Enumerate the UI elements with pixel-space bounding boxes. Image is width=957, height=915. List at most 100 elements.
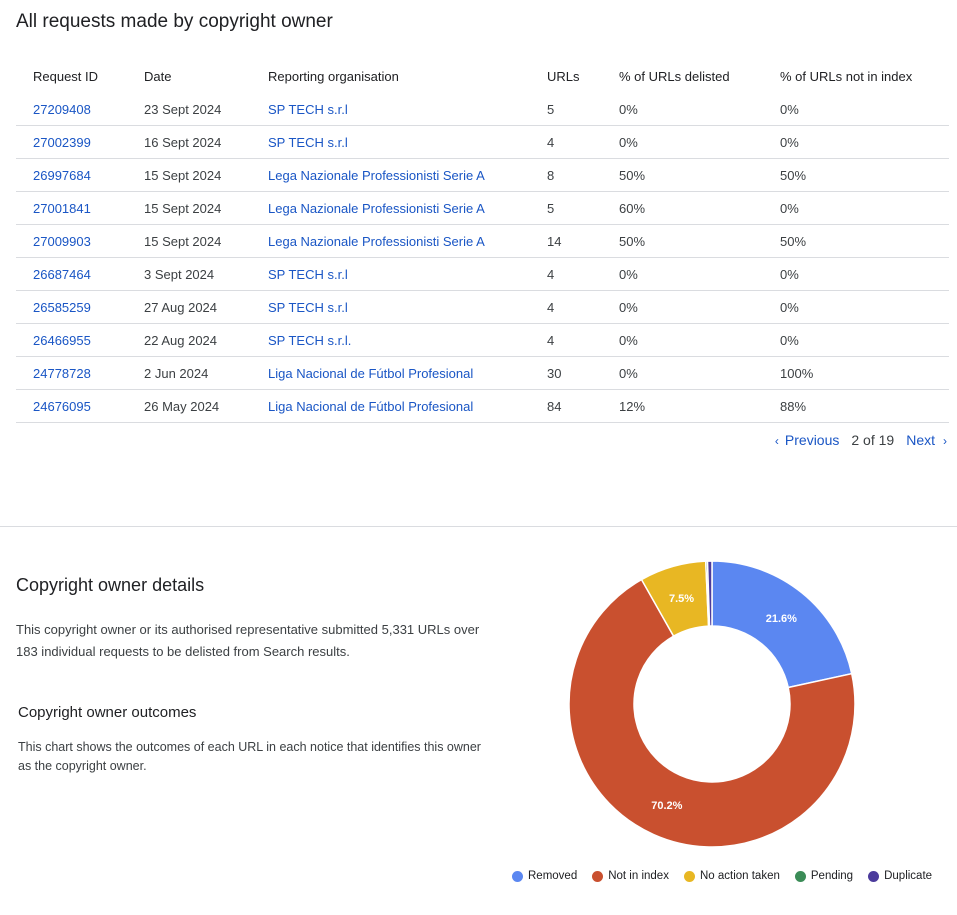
chevron-left-icon: ‹ [774, 434, 779, 448]
slice-label: 7.5% [669, 593, 694, 605]
request-id-link[interactable]: 27001841 [33, 200, 91, 216]
not-in-index-cell: 0% [780, 290, 949, 324]
next-button[interactable]: Next › [906, 432, 947, 448]
request-id-cell: 24778728 [16, 356, 144, 390]
legend-item[interactable]: Removed [512, 870, 577, 882]
date-cell: 15 Sept 2024 [144, 224, 268, 258]
column-header-delisted: % of URLs delisted [619, 69, 730, 84]
organisation-link[interactable]: SP TECH s.r.l [268, 101, 348, 117]
organisation-link[interactable]: Lega Nazionale Professionisti Serie A [268, 167, 485, 183]
delisted-cell: 12% [619, 389, 780, 423]
legend-item[interactable]: Duplicate [868, 870, 932, 882]
request-id-link[interactable]: 24778728 [33, 365, 91, 381]
slice-duplicate[interactable] [706, 560, 713, 627]
legend-item[interactable]: Not in index [592, 870, 669, 882]
table-header-row: Request ID Date Reporting organisation U… [16, 60, 949, 93]
organisation-cell: SP TECH s.r.l. [268, 323, 547, 357]
organisation-cell: Lega Nazionale Professionisti Serie A [268, 158, 547, 192]
request-id-cell: 27002399 [16, 125, 144, 159]
details-title: Copyright owner details [16, 575, 205, 595]
legend-dot-icon [794, 870, 806, 882]
organisation-cell: Liga Nacional de Fútbol Profesional [268, 389, 547, 423]
outcomes-donut-chart: 21.6% 70.2% 7.5% [568, 560, 856, 848]
organisation-link[interactable]: SP TECH s.r.l [268, 266, 348, 282]
date-cell: 2 Jun 2024 [144, 356, 268, 390]
not-in-index-cell: 100% [780, 356, 949, 390]
delisted-cell: 0% [619, 257, 780, 291]
column-header-urls: URLs [547, 69, 580, 84]
urls-cell: 5 [547, 93, 619, 126]
organisation-link[interactable]: SP TECH s.r.l. [268, 332, 352, 348]
urls-cell: 4 [547, 257, 619, 291]
request-id-cell: 27209408 [16, 93, 144, 126]
request-id-link[interactable]: 24676095 [33, 398, 91, 414]
urls-cell: 5 [547, 191, 619, 225]
slice-label: 70.2% [651, 800, 682, 812]
organisation-link[interactable]: Lega Nazionale Professionisti Serie A [268, 200, 485, 216]
organisation-link[interactable]: Lega Nazionale Professionisti Serie A [268, 233, 485, 249]
table-row: 26997684 15 Sept 2024 Lega Nazionale Profe… [16, 158, 949, 192]
delisted-cell: 50% [619, 224, 780, 258]
date-cell: 15 Sept 2024 [144, 158, 268, 192]
legend-item[interactable]: Pending [794, 870, 853, 882]
request-id-cell: 24676095 [16, 389, 144, 423]
request-id-link[interactable]: 27209408 [33, 101, 91, 117]
urls-cell: 4 [547, 323, 619, 357]
legend-label: Removed [528, 870, 578, 882]
date-cell: 27 Aug 2024 [144, 290, 268, 324]
table-row: 24778728 2 Jun 2024 Liga Nacional de Fútbo… [16, 356, 949, 390]
date-cell: 15 Sept 2024 [144, 191, 268, 225]
organisation-cell: Liga Nacional de Fútbol Profesional [268, 356, 547, 390]
request-id-link[interactable]: 27002399 [33, 134, 91, 150]
organisation-cell: SP TECH s.r.l [268, 125, 547, 159]
legend-dot-icon [512, 870, 523, 882]
column-header-organisation: Reporting organisation [268, 69, 399, 84]
urls-cell: 8 [547, 158, 619, 192]
legend-item[interactable]: No action taken [683, 870, 780, 882]
organisation-link[interactable]: SP TECH s.r.l [268, 134, 348, 150]
organisation-link[interactable]: SP TECH s.r.l [268, 299, 348, 315]
table-row: 27002399 16 Sept 2024 SP TECH s.r.l 4 0% 0% [16, 125, 949, 159]
request-id-link[interactable]: 26687464 [33, 266, 91, 282]
legend-dot-icon [868, 870, 880, 882]
requests-table: Request ID Date Reporting organisation U… [16, 60, 949, 423]
date-cell: 26 May 2024 [144, 389, 268, 423]
request-id-link[interactable]: 26997684 [33, 167, 91, 183]
next-label: Next [906, 432, 935, 448]
delisted-cell: 0% [619, 93, 780, 126]
organisation-cell: SP TECH s.r.l [268, 93, 547, 126]
column-header-request-id: Request ID [33, 69, 99, 84]
urls-cell: 14 [547, 224, 619, 258]
slice-not-in-index[interactable] [568, 578, 856, 848]
delisted-cell: 0% [619, 125, 780, 159]
urls-cell: 4 [547, 125, 619, 159]
request-id-cell: 26997684 [16, 158, 144, 192]
organisation-cell: Lega Nazionale Professionisti Serie A [268, 224, 547, 258]
request-id-link[interactable]: 27009903 [33, 233, 91, 249]
organisation-link[interactable]: Liga Nacional de Fútbol Profesional [268, 365, 474, 381]
date-cell: 22 Aug 2024 [144, 323, 268, 357]
previous-button[interactable]: ‹ Previous [775, 432, 839, 448]
table-row: 26466955 22 Aug 2024 SP TECH s.r.l. 4 0% 0% [16, 323, 949, 357]
outcomes-text: This chart shows the outcomes of each UR… [18, 740, 481, 773]
table-row: 26585259 27 Aug 2024 SP TECH s.r.l 4 0% 0% [16, 290, 949, 324]
request-id-link[interactable]: 26585259 [33, 299, 91, 315]
table-row: 24676095 26 May 2024 Liga Nacional de Fútb… [16, 389, 949, 423]
date-cell: 3 Sept 2024 [144, 257, 268, 291]
organisation-link[interactable]: Liga Nacional de Fútbol Profesional [268, 398, 474, 414]
urls-cell: 4 [547, 290, 619, 324]
not-in-index-cell: 0% [780, 93, 949, 126]
legend-dot-icon [683, 870, 695, 882]
date-cell: 23 Sept 2024 [144, 93, 268, 126]
request-id-cell: 27001841 [16, 191, 144, 225]
slice-removed[interactable] [711, 560, 853, 689]
outcomes-title: Copyright owner outcomes [18, 704, 197, 721]
delisted-cell: 0% [619, 290, 780, 324]
column-header-date: Date [144, 69, 172, 84]
request-id-link[interactable]: 26466955 [33, 332, 91, 348]
section-divider [0, 526, 957, 527]
previous-label: Previous [784, 432, 840, 448]
table-row: 27001841 15 Sept 2024 Lega Nazionale Profe… [16, 191, 949, 225]
legend-label: No action taken [699, 870, 780, 882]
request-id-cell: 26466955 [16, 323, 144, 357]
